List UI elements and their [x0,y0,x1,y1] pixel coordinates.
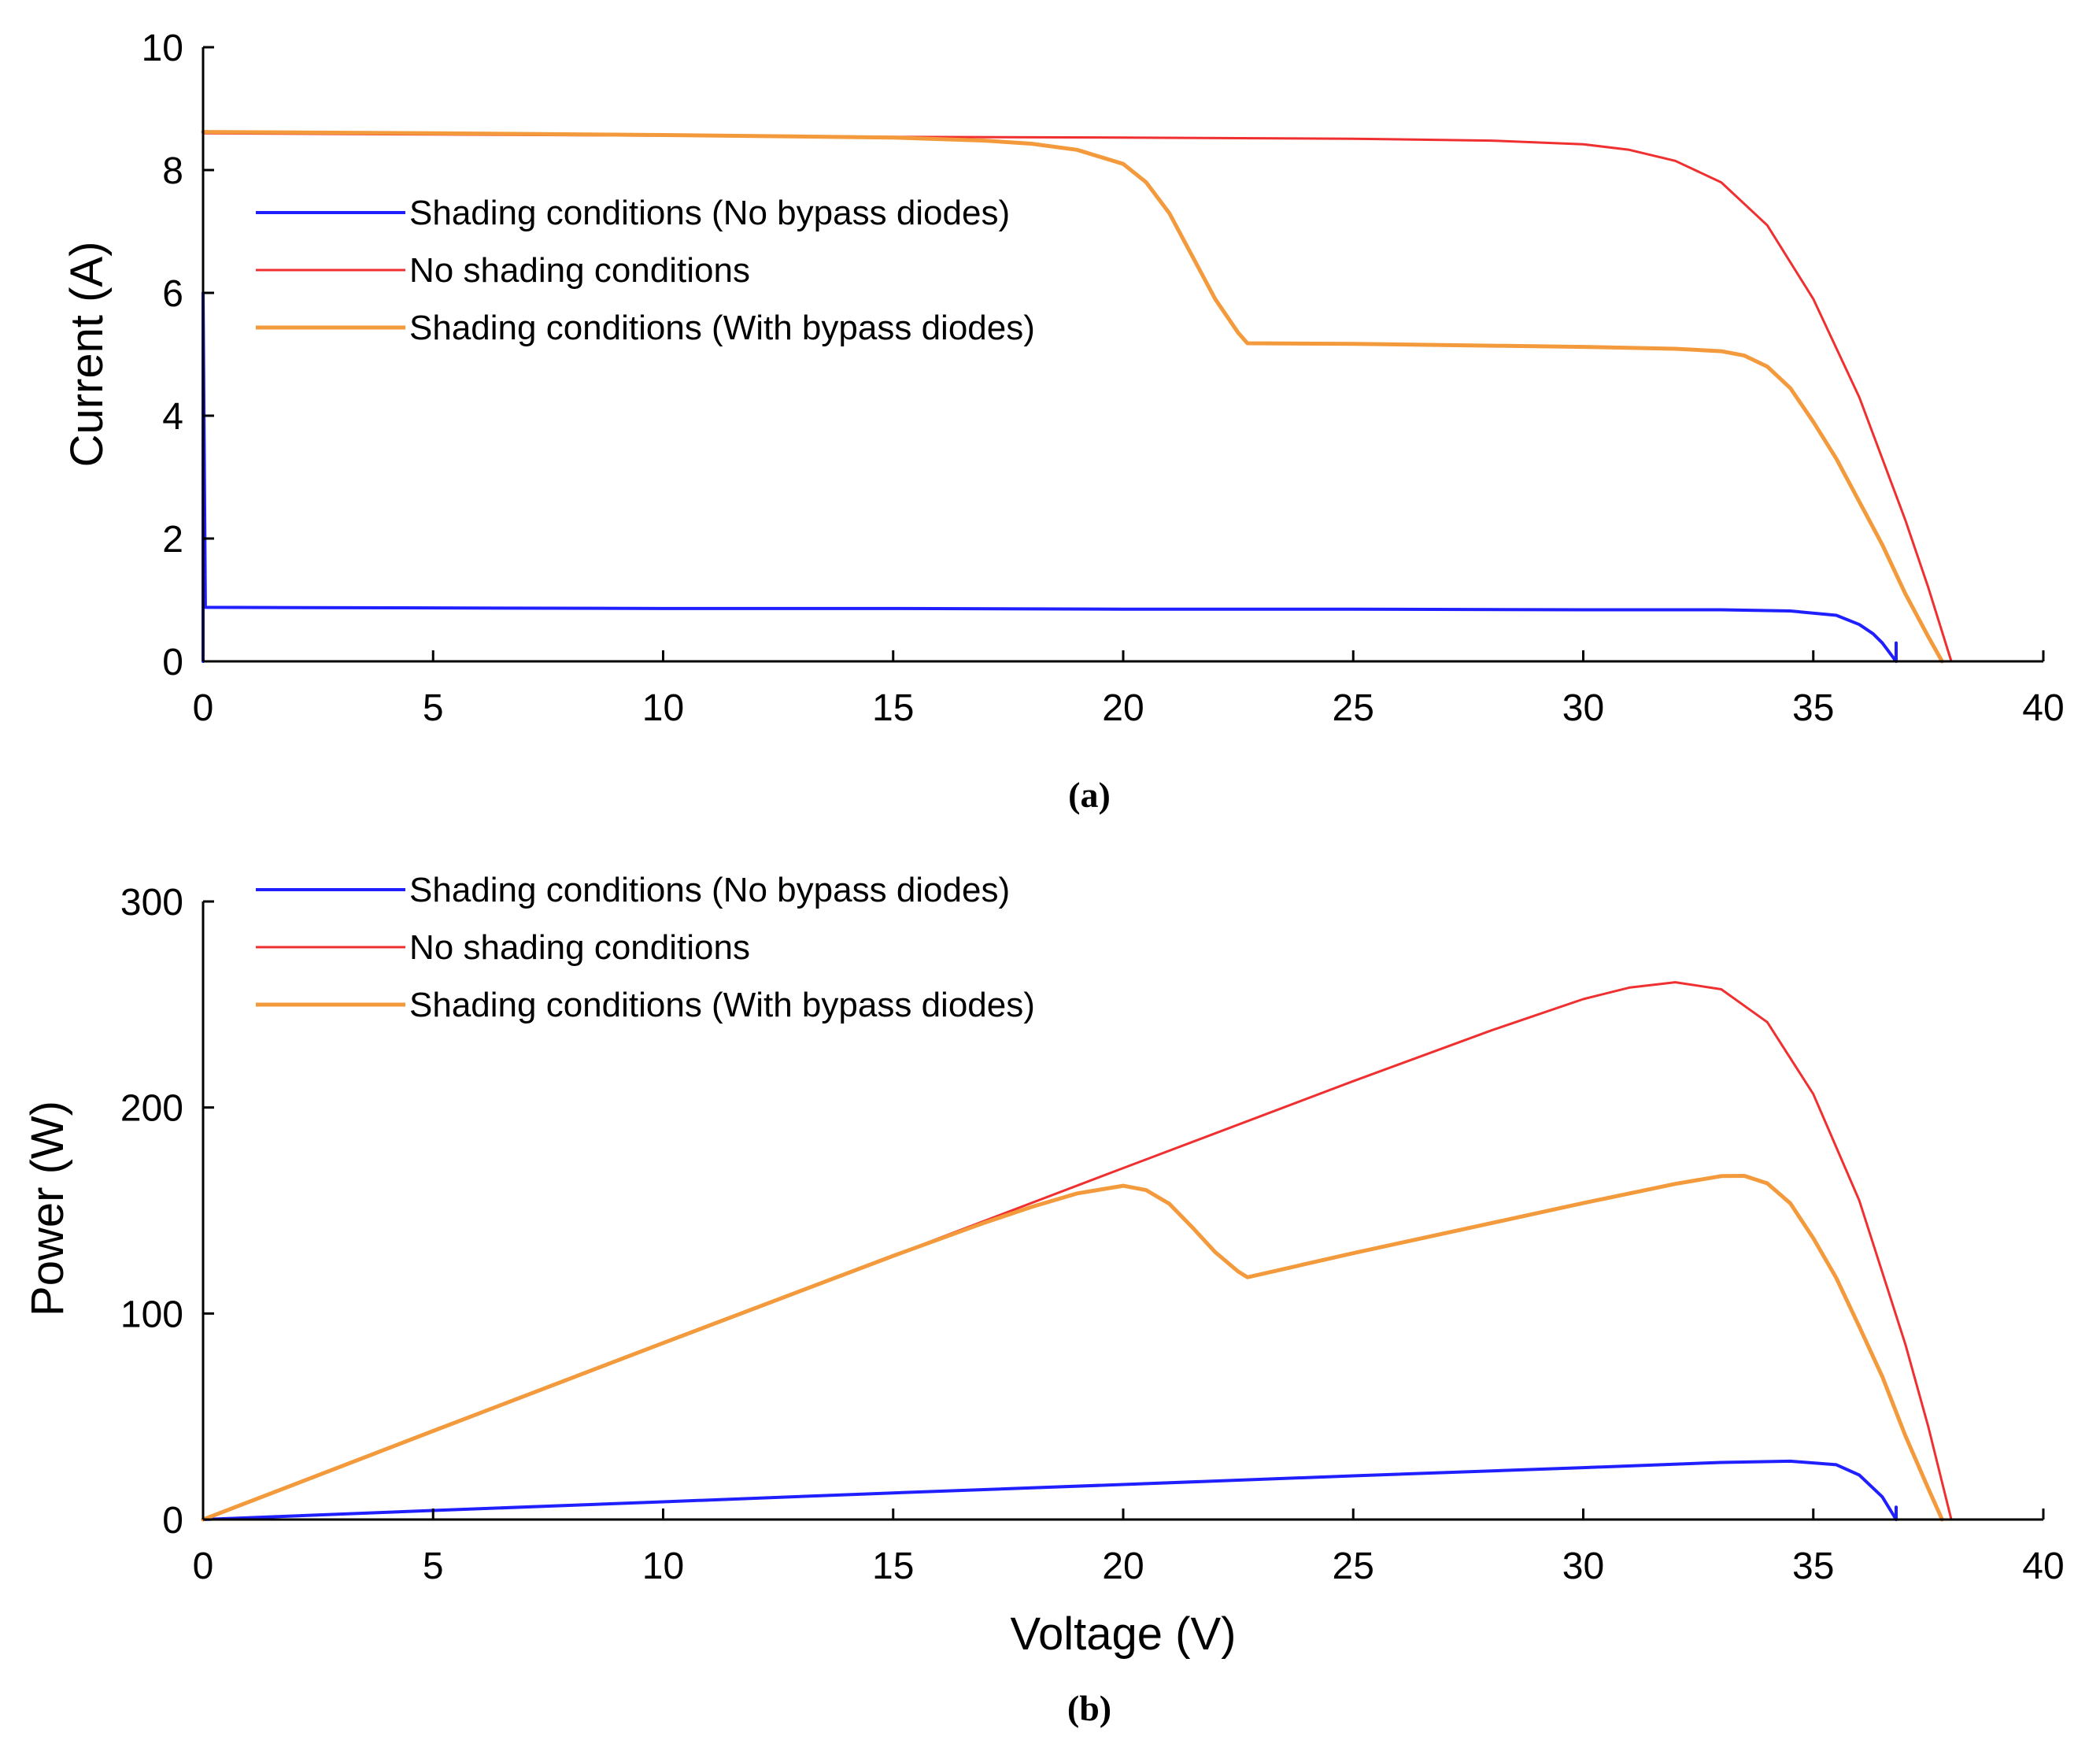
current-series-group [201,130,1953,664]
x-tick-label: 20 [1102,1546,1144,1587]
y-tick-label: 0 [162,642,183,683]
x-tick-label: 0 [193,687,214,729]
y-tick-label: 4 [162,396,183,438]
x-tick-label: 15 [872,687,914,729]
x-tick-label: 5 [423,687,444,729]
x-tick-label: 35 [1792,687,1834,729]
x-tick-label: 15 [872,1546,914,1587]
x-tick-label: 30 [1562,1546,1604,1587]
legend: Shading conditions (No bypass diodes) No … [256,194,1035,347]
y-tick-label: 2 [162,519,183,561]
x-tick-label: 40 [2022,1546,2064,1587]
legend-label: No shading conditions [409,928,750,967]
y-tick-label: 0 [162,1500,183,1542]
x-tick-label: 5 [423,1546,444,1587]
x-tick-label: 40 [2022,687,2064,729]
y-tick-label: 10 [142,28,183,69]
y-tick-label: 300 [120,882,183,924]
panel-caption: (b) [1067,1688,1111,1728]
x-tick-label: 20 [1102,687,1144,729]
legend: Shading conditions (No bypass diodes) No … [256,871,1035,1024]
power-axis-ticks: 0 5 10 15 20 25 30 35 40 0 100 200 300 [120,882,2065,1587]
power-voltage-chart: 0 5 10 15 20 25 30 35 40 0 100 200 300 Power (W) Vol… [22,871,2065,1728]
y-tick-label: 200 [120,1088,183,1130]
legend-label: No shading conditions [409,251,750,290]
x-tick-label: 10 [642,687,684,729]
x-axis-label: Voltage (V) [1011,1608,1237,1660]
panel-caption: (a) [1068,775,1111,815]
series-line [201,1174,1944,1522]
y-tick-label: 8 [162,150,183,192]
y-axis-label: Current (A) [61,242,113,468]
y-tick-label: 6 [162,273,183,315]
x-tick-label: 0 [193,1546,214,1587]
power-series-group [201,981,1953,1522]
x-tick-label: 10 [642,1546,684,1587]
y-tick-label: 100 [120,1294,183,1335]
current-voltage-chart: 0 5 10 15 20 25 30 35 40 0 2 4 6 8 10 Current (A) Shad… [61,28,2065,815]
series-line [201,130,1944,664]
legend-label: Shading conditions (With bypass diodes) [409,986,1035,1024]
legend-label: Shading conditions (No bypass diodes) [409,194,1010,232]
x-tick-label: 35 [1792,1546,1834,1587]
x-tick-label: 25 [1333,1546,1374,1587]
series-line [201,291,1898,663]
legend-label: Shading conditions (No bypass diodes) [409,871,1010,909]
x-tick-label: 30 [1562,687,1604,729]
series-line [201,1459,1898,1521]
current-axis-ticks: 0 5 10 15 20 25 30 35 40 0 2 4 6 8 10 [142,28,2065,729]
legend-label: Shading conditions (With bypass diodes) [409,309,1035,347]
x-tick-label: 25 [1333,687,1374,729]
y-axis-label: Power (W) [22,1101,73,1316]
